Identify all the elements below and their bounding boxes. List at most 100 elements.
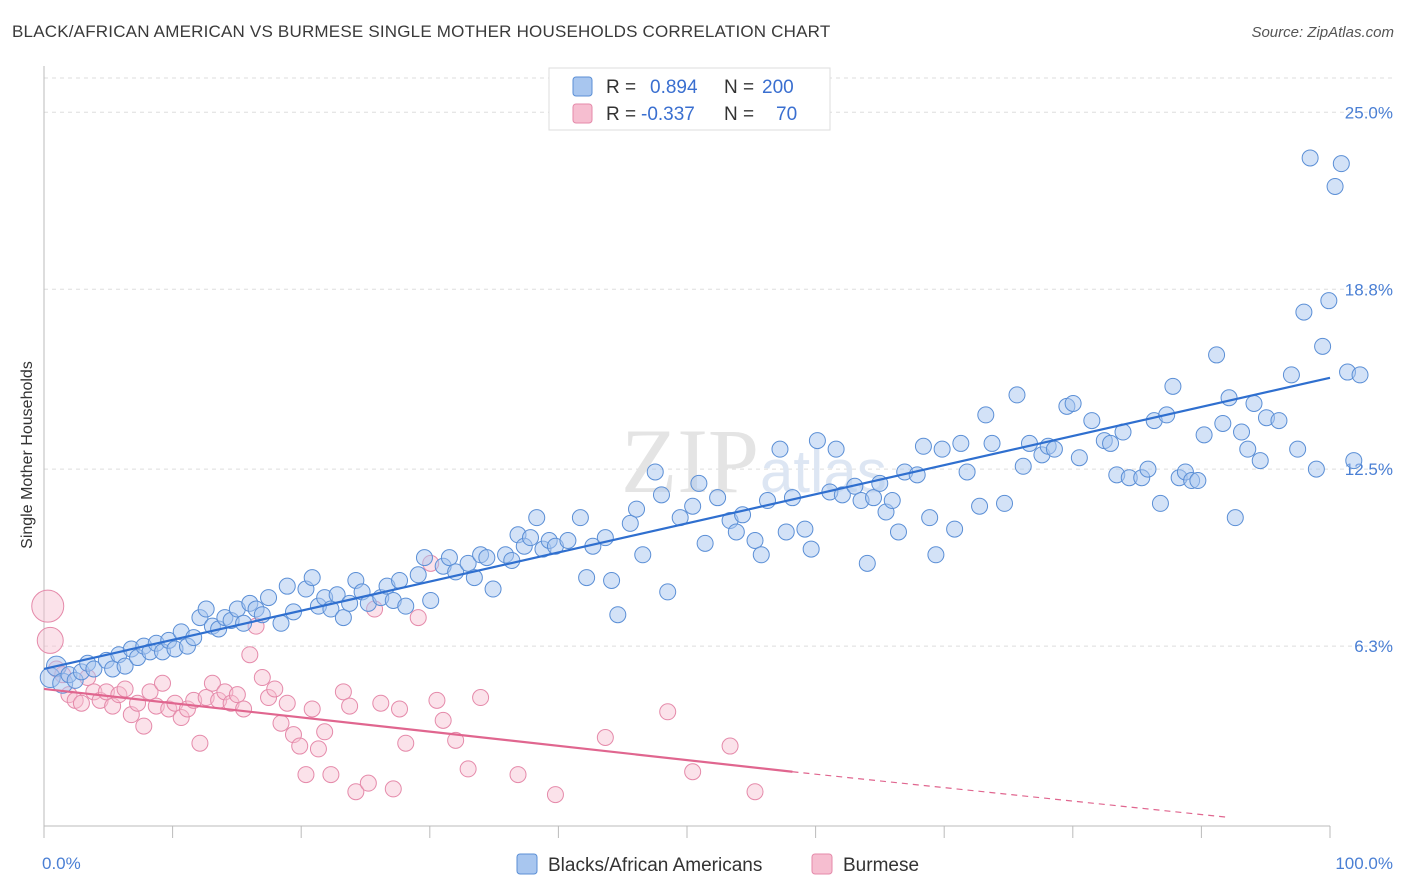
data-point-black — [440, 549, 458, 567]
data-point-black — [1014, 457, 1032, 475]
x-tick-label: 100.0% — [1335, 854, 1393, 873]
data-point-black — [571, 509, 589, 527]
data-point-black — [478, 549, 496, 567]
legend-n-label: N = — [724, 104, 754, 125]
data-point-burmese — [309, 740, 327, 758]
y-tick-label: 6.3% — [1354, 637, 1393, 656]
data-point-black — [1195, 426, 1213, 444]
data-point-burmese — [172, 709, 190, 727]
data-point-burmese — [228, 686, 246, 704]
burmese-points — [31, 554, 764, 804]
data-point-black — [1270, 412, 1288, 430]
data-point-black — [983, 434, 1001, 452]
data-point-burmese — [303, 700, 321, 718]
data-point-black — [1102, 434, 1120, 452]
data-point-black — [927, 546, 945, 564]
data-point-burmese — [135, 717, 153, 735]
data-point-black — [684, 497, 702, 515]
data-point-black — [690, 474, 708, 492]
data-point-black — [621, 514, 639, 532]
data-point-black — [1239, 440, 1257, 458]
black-points — [39, 149, 1369, 694]
data-point-black — [933, 440, 951, 458]
data-point-black — [1070, 449, 1088, 467]
data-point-burmese — [397, 734, 415, 752]
data-point-black — [1189, 472, 1207, 490]
data-point-burmese — [266, 680, 284, 698]
watermark: ZIP — [621, 410, 759, 512]
data-point-black — [921, 509, 939, 527]
data-point-black — [652, 486, 670, 504]
data-point-black — [197, 600, 215, 618]
data-point-black — [1045, 440, 1063, 458]
data-point-black — [397, 597, 415, 615]
data-point-black — [1245, 394, 1263, 412]
y-tick-labels: 6.3%12.5%18.8%25.0% — [1345, 103, 1393, 656]
data-point-burmese — [347, 783, 365, 801]
data-point-black — [1064, 394, 1082, 412]
data-point-black — [185, 629, 203, 647]
data-point-black — [646, 463, 664, 481]
legend-n-value: 70 — [776, 104, 797, 125]
data-point-black — [1008, 386, 1026, 404]
data-point-black — [603, 571, 621, 589]
data-point-burmese — [31, 589, 65, 623]
legend-top: R = 0.894 N = 200 R = -0.337 N = 70 — [548, 67, 831, 131]
data-point-black — [771, 440, 789, 458]
source-label: Source: ZipAtlas.com — [1251, 24, 1394, 41]
data-point-burmese — [36, 626, 64, 654]
data-point-black — [1139, 460, 1157, 478]
data-point-burmese — [359, 774, 377, 792]
data-point-black — [996, 494, 1014, 512]
data-point-black — [883, 492, 901, 510]
data-point-black — [1083, 412, 1101, 430]
data-point-burmese — [222, 694, 240, 712]
legend-swatch-pink — [572, 103, 593, 124]
data-point-black — [971, 497, 989, 515]
data-point-burmese — [203, 674, 221, 692]
data-point-burmese — [447, 731, 465, 749]
trend-line-burmese — [43, 687, 793, 773]
data-point-black — [727, 523, 745, 541]
data-point-black — [1151, 494, 1169, 512]
data-point-black — [946, 520, 964, 538]
data-point-burmese — [278, 694, 296, 712]
data-point-black — [1289, 440, 1307, 458]
data-point-black — [1320, 292, 1338, 310]
data-point-black — [391, 571, 409, 589]
data-point-black — [609, 606, 627, 624]
grid-lines — [44, 77, 1395, 647]
legend-r-value: -0.337 — [641, 104, 695, 125]
y-tick-label: 18.8% — [1345, 280, 1393, 299]
legend-label-blacks: Blacks/African Americans — [548, 855, 762, 876]
data-point-burmese — [316, 723, 334, 741]
legend-r-label: R = — [606, 104, 636, 125]
data-point-black — [1220, 389, 1238, 407]
legend-r-value: 0.894 — [650, 77, 698, 98]
legend-box — [548, 67, 831, 131]
data-point-black — [1251, 452, 1269, 470]
data-point-burmese — [116, 680, 134, 698]
data-point-burmese — [291, 737, 309, 755]
data-point-burmese — [297, 766, 315, 784]
data-point-burmese — [434, 711, 452, 729]
data-point-black — [465, 569, 483, 587]
legend-swatch-blue — [516, 853, 538, 875]
trend-line-burmese-extrapolated — [792, 771, 1230, 819]
data-point-black — [1351, 366, 1369, 384]
data-point-black — [628, 500, 646, 518]
data-point-black — [1307, 460, 1325, 478]
data-point-burmese — [72, 694, 90, 712]
data-point-black — [889, 523, 907, 541]
data-point-black — [422, 591, 440, 609]
data-point-black — [1326, 177, 1344, 195]
data-point-burmese — [596, 728, 614, 746]
data-point-burmese — [721, 737, 739, 755]
data-point-burmese — [428, 691, 446, 709]
data-point-black — [116, 657, 134, 675]
data-point-burmese — [546, 786, 564, 804]
data-point-burmese — [684, 763, 702, 781]
data-point-black — [334, 609, 352, 627]
data-point-burmese — [191, 734, 209, 752]
